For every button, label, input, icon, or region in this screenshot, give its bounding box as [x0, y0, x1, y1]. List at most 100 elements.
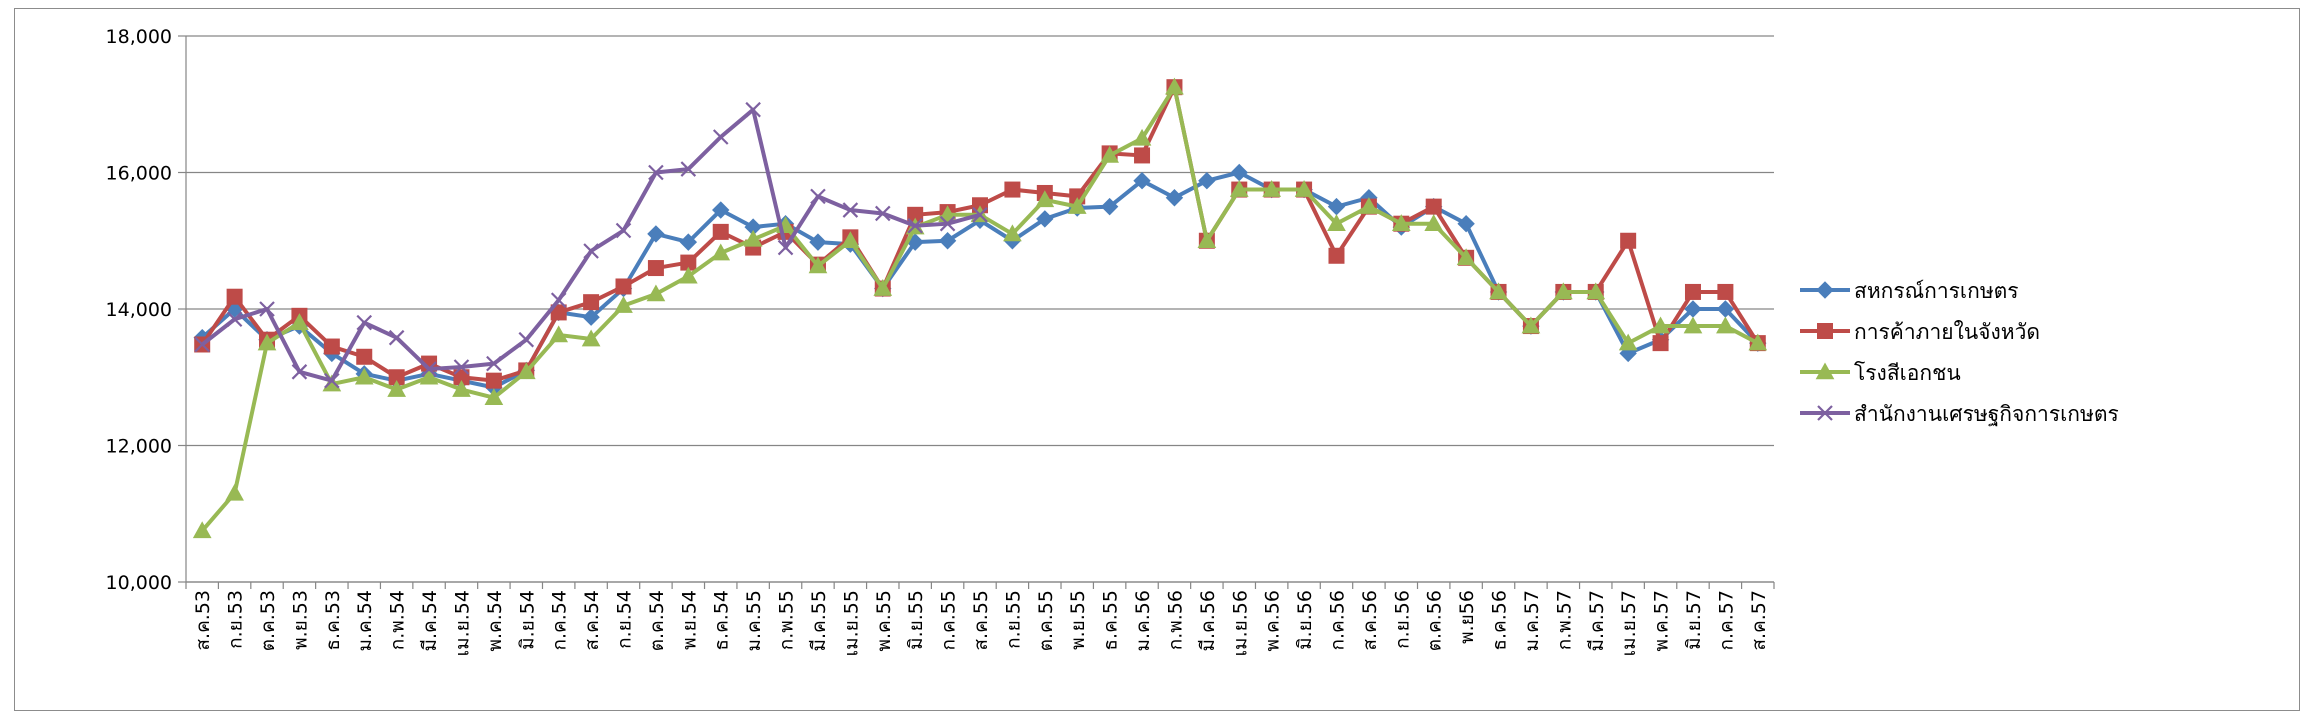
data-point: [1067, 197, 1087, 214]
data-point: [1165, 77, 1184, 95]
series-lines: [192, 77, 1768, 539]
data-point: [1230, 163, 1248, 182]
data-point: [1424, 214, 1444, 231]
data-point: [452, 380, 471, 397]
data-point: [1197, 231, 1217, 249]
x-tick-label: เม.ย.57: [1618, 590, 1640, 656]
data-point: [583, 294, 600, 311]
x-tick-label: ส.ค.54: [581, 590, 603, 651]
x-tick-label: ต.ค.56: [1424, 590, 1446, 651]
data-point: [938, 232, 957, 250]
legend: สหกรณ์การเกษตรการค้าภายในจังหวัดโรงสีเอก…: [1800, 279, 2119, 426]
data-point: [194, 336, 210, 353]
data-point: [1457, 214, 1475, 233]
data-point: [1036, 210, 1054, 228]
data-point: [1652, 335, 1669, 352]
x-tick-label: ก.ย.56: [1391, 590, 1413, 649]
data-point: [939, 215, 956, 232]
legend-label: โรงสีเอกชน: [1854, 361, 1961, 385]
data-point: [419, 367, 439, 385]
x-tick-label: ต.ค.53: [257, 590, 279, 651]
data-point: [1004, 181, 1021, 198]
data-point: [614, 296, 633, 313]
x-tick-label: พ.ค.54: [484, 590, 506, 652]
series-1: [194, 79, 1766, 389]
data-point: [484, 388, 504, 406]
x-tick-label: มี.ค.55: [808, 590, 830, 652]
data-point: [1620, 232, 1637, 249]
legend-marker: [1816, 281, 1834, 299]
x-tick-label: พ.ย.55: [1067, 590, 1089, 650]
y-tick-label: 16,000: [106, 163, 172, 185]
data-point: [259, 301, 275, 317]
data-point: [1165, 189, 1184, 207]
legend-item: การค้าภายในจังหวัด: [1800, 320, 2040, 344]
legend-label: สำนักงานเศรษฐกิจการเกษตร: [1854, 402, 2119, 426]
data-point: [1716, 316, 1735, 334]
x-tick-label: ก.พ.54: [387, 590, 409, 650]
x-tick-label: ก.ค.57: [1715, 590, 1737, 650]
data-point: [485, 372, 502, 389]
data-point: [583, 243, 599, 259]
data-point: [777, 239, 794, 256]
x-tick-label: ธ.ค.55: [1100, 590, 1122, 651]
x-tick-label: ต.ค.54: [646, 590, 668, 651]
data-point: [745, 101, 761, 118]
data-point: [809, 233, 827, 251]
data-point: [257, 333, 277, 351]
x-tick-label: ธ.ค.54: [711, 590, 733, 651]
data-point: [1748, 333, 1768, 351]
data-point: [1294, 180, 1314, 197]
data-point: [712, 129, 729, 145]
x-tick-label: พ.ย.53: [289, 590, 311, 650]
data-point: [1003, 224, 1022, 242]
data-point: [291, 364, 308, 380]
data-point: [1359, 197, 1379, 214]
data-point: [907, 217, 923, 234]
x-tick-label: ก.ย.53: [225, 590, 247, 649]
data-point: [647, 225, 665, 243]
data-point: [322, 374, 342, 392]
x-tick-label: เม.ย.55: [840, 590, 862, 656]
x-tick-label: ก.ค.56: [1326, 590, 1348, 650]
data-point: [1618, 333, 1638, 351]
data-point: [810, 188, 826, 205]
x-tick-label: ธ.ค.53: [322, 590, 344, 651]
x-tick-label: มี.ค.56: [1197, 590, 1219, 652]
data-point: [678, 266, 698, 284]
data-point: [581, 329, 601, 347]
legend-item: สำนักงานเศรษฐกิจการเกษตร: [1800, 402, 2119, 426]
data-point: [841, 231, 860, 249]
x-tick-label: ส.ค.53: [192, 590, 214, 651]
x-tick-label: ก.พ.57: [1553, 590, 1575, 650]
y-tick-label: 18,000: [106, 26, 172, 48]
x-tick-label: ก.ย.54: [614, 590, 636, 649]
data-point: [647, 260, 664, 277]
x-tick-label: เม.ย.56: [1229, 590, 1251, 656]
x-tick-label: พ.ย56: [1456, 590, 1478, 644]
series-2: [192, 77, 1768, 539]
data-point: [972, 207, 988, 223]
data-point: [1132, 128, 1152, 146]
data-point: [1262, 180, 1282, 197]
data-point: [743, 229, 763, 247]
data-point: [323, 338, 340, 355]
legend-marker: [1817, 405, 1833, 421]
data-point: [615, 222, 632, 239]
data-point: [453, 359, 470, 375]
data-point: [226, 311, 243, 328]
data-point: [226, 288, 243, 305]
data-point: [1198, 171, 1216, 190]
data-point: [711, 243, 731, 261]
data-point: [1133, 171, 1151, 190]
data-point: [354, 367, 374, 385]
data-point: [1327, 197, 1346, 216]
x-tick-label: มี.ค.57: [1586, 590, 1608, 652]
x-tick-label: มิ.ย.56: [1294, 590, 1316, 650]
x-tick-label: มิ.ย.54: [516, 590, 538, 650]
data-point: [1100, 197, 1119, 216]
data-point: [1391, 214, 1411, 231]
x-tick-label: มี.ค.54: [419, 590, 441, 652]
x-tick-label: มิ.ย.57: [1683, 590, 1705, 650]
data-point: [356, 348, 373, 365]
